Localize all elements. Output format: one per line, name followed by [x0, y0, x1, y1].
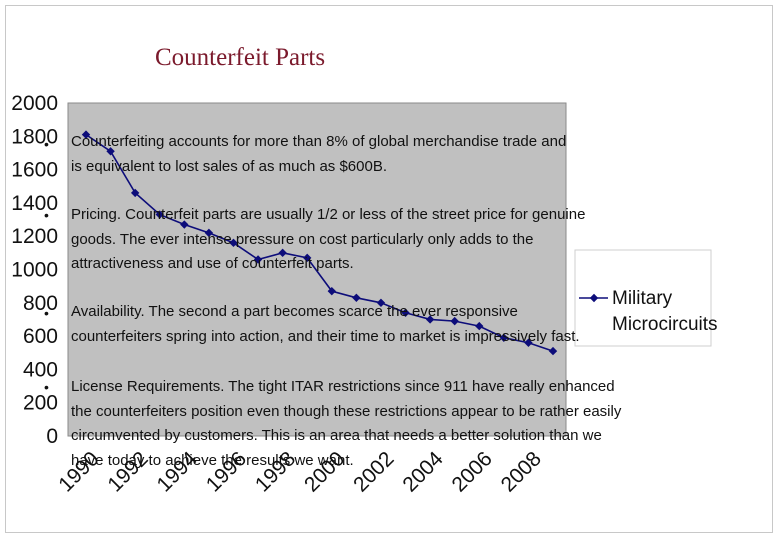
- x-tick-label: 2008: [497, 447, 546, 496]
- data-point: [401, 308, 410, 317]
- y-tick-label: 800: [23, 292, 58, 315]
- data-point: [548, 346, 558, 356]
- y-tick-label: 1000: [11, 259, 58, 282]
- slide-frame: [5, 5, 773, 533]
- paragraph-line: circumvented by customers. This is an ar…: [71, 427, 602, 444]
- paragraph-line: the counterfeiters position even though …: [71, 402, 622, 420]
- y-tick-label: 400: [23, 358, 58, 381]
- paragraph-line: counterfeiters spring into action, and t…: [71, 327, 580, 345]
- data-point: [450, 316, 459, 326]
- bullet-icon: •: [44, 207, 49, 223]
- paragraph-line: goods. The ever intense pressure on cost…: [71, 230, 534, 248]
- paragraph-line: Availability. The second a part becomes …: [71, 303, 518, 320]
- data-point: [180, 220, 189, 229]
- y-tick-label: 600: [23, 325, 58, 348]
- legend-label-line: Military: [612, 288, 673, 309]
- y-tick-label: 0: [46, 425, 58, 448]
- data-point: [327, 286, 336, 296]
- y-tick-label: 1800: [11, 125, 58, 148]
- data-point: [229, 238, 238, 248]
- y-tick-label: 1200: [11, 225, 58, 248]
- x-tick-label: 2002: [349, 447, 398, 496]
- series-group: [81, 130, 558, 356]
- legend-label-line: Microcircuits: [612, 314, 718, 335]
- y-tick-label: 1600: [11, 159, 58, 182]
- data-point: [425, 315, 435, 324]
- slide-title: Counterfeit Parts: [155, 44, 326, 71]
- bullet-icon: •: [44, 379, 49, 395]
- paragraph-line: attractiveness and use of counterfeit pa…: [71, 255, 354, 272]
- y-axis-ticks: 0 200 400 600 800 1000 1200 1400 1600 1800 2000: [11, 92, 58, 448]
- data-point: [376, 298, 386, 307]
- legend-swatch-marker: [589, 293, 599, 303]
- x-tick-label: 2006: [448, 447, 497, 496]
- y-tick-label: 200: [23, 392, 58, 415]
- plot-area: [67, 102, 567, 437]
- paragraph-line: Pricing. Counterfeit parts are usually 1…: [71, 206, 586, 223]
- paragraph-line: License Requirements. The tight ITAR res…: [71, 378, 615, 395]
- data-point: [204, 228, 214, 238]
- paragraph-line: Counterfeiting accounts for more than 8%…: [71, 133, 567, 150]
- data-point: [130, 188, 140, 198]
- data-point: [303, 253, 312, 263]
- y-tick-label: 2000: [11, 92, 58, 115]
- data-point: [475, 321, 484, 331]
- data-point: [253, 255, 263, 264]
- x-tick-label: 2004: [398, 447, 448, 497]
- series-line: [85, 133, 554, 352]
- data-point: [278, 248, 287, 258]
- bullet-icon: •: [44, 305, 49, 321]
- data-point: [155, 210, 164, 219]
- legend: Military Microcircuits: [574, 249, 718, 347]
- paragraph-line: is equivalent to lost sales of as much a…: [71, 157, 388, 175]
- data-point: [499, 333, 509, 342]
- data-point: [106, 147, 115, 156]
- data-point: [524, 338, 533, 347]
- data-point: [81, 130, 91, 139]
- bullet-icon: •: [44, 136, 49, 152]
- data-point: [352, 293, 361, 303]
- legend-label: Military Microcircuits: [612, 288, 718, 335]
- y-tick-label: 1400: [11, 192, 58, 215]
- paragraph-line: have today to achieve the results we wan…: [71, 451, 354, 469]
